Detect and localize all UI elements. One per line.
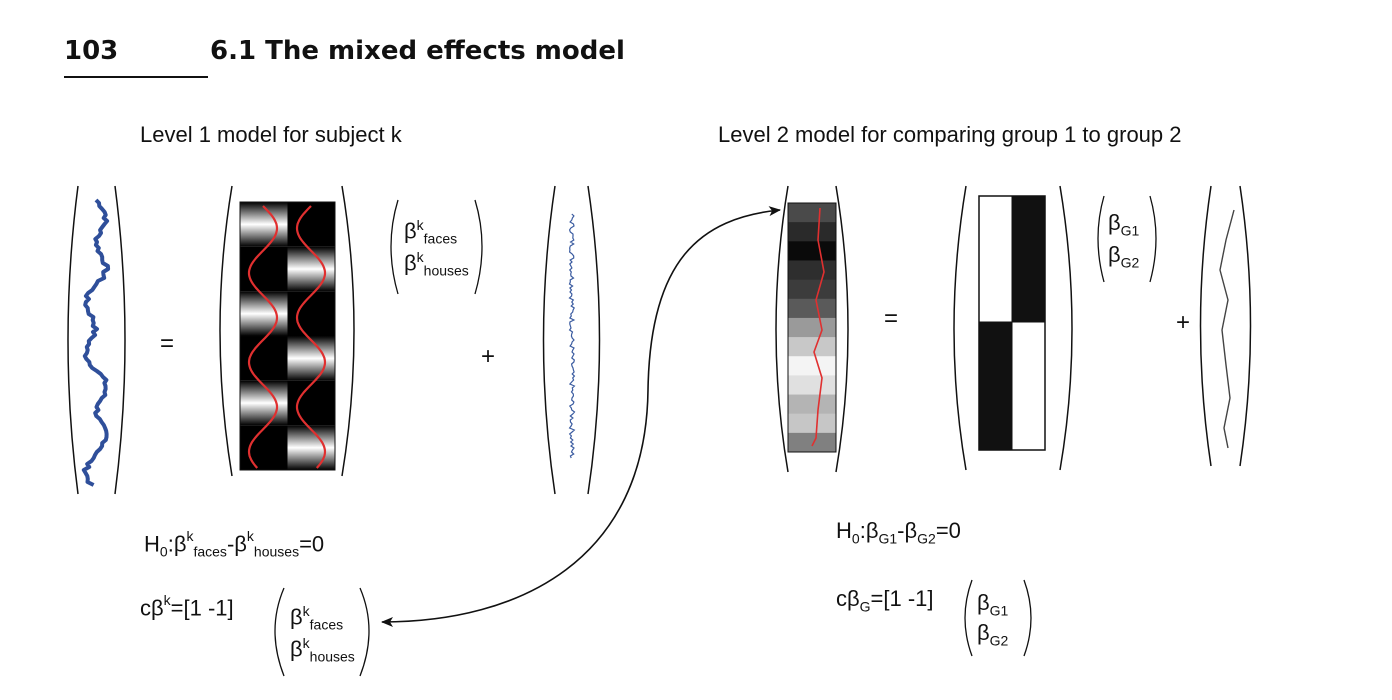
- level2-design-paren-right: [1059, 185, 1073, 471]
- level2-data-trace: [811, 207, 825, 447]
- data-column-block: [788, 203, 836, 223]
- level1-design-paren-left: [219, 185, 233, 477]
- data-column-block: [788, 432, 836, 453]
- data-column-block: [788, 222, 836, 242]
- data-column-block: [788, 279, 836, 300]
- level2-residual-paren-right: [1239, 185, 1252, 467]
- level1-design-matrix: [240, 202, 335, 471]
- level2-design-paren-left: [953, 185, 967, 471]
- level1-contrast-equation: cβk=[1 -1]: [140, 592, 234, 621]
- level2-contrast-equation: cβG=[1 -1]: [836, 586, 934, 615]
- level1-data-signal: [81, 198, 111, 487]
- level2-title: Level 2 model for comparing group 1 to g…: [718, 122, 1182, 147]
- level2-data-border: [787, 202, 837, 453]
- level2-beta-paren-right: [1149, 195, 1157, 283]
- data-column-block: [788, 375, 836, 396]
- level2-data-paren-left: [775, 185, 789, 473]
- data-column-block: [788, 298, 836, 319]
- level1-regressor-houses: [295, 205, 327, 469]
- level1-residual-noise: [568, 213, 576, 459]
- level1-contrast-paren-right: [359, 587, 370, 677]
- level1-residual-paren-right: [587, 185, 601, 495]
- level1-residual-paren-left: [542, 185, 556, 495]
- level2-beta-g2: βG2: [1108, 242, 1140, 271]
- design-block: [240, 291, 288, 337]
- data-column-block: [788, 241, 836, 261]
- design-block: [240, 336, 288, 381]
- level2-residual-paren-left: [1199, 185, 1212, 467]
- design-block: [240, 425, 288, 471]
- data-column-block: [788, 260, 836, 281]
- data-column-block: [788, 317, 836, 338]
- level2-design-g1-top: [978, 195, 1013, 323]
- level2-data-column: [788, 203, 836, 453]
- level1-title: Level 1 model for subject k: [140, 122, 402, 147]
- design-block: [240, 380, 288, 426]
- level2-contrast-beta-g2: βG2: [977, 620, 1009, 649]
- level2-contrast-beta-g1: βG1: [977, 590, 1009, 619]
- level1-beta-faces: βkfaces: [404, 217, 458, 247]
- level1-contrast-beta-faces: βkfaces: [290, 603, 344, 633]
- design-block: [287, 246, 335, 292]
- level1-beta-paren-right: [474, 199, 483, 295]
- level1-regressor-faces: [247, 205, 279, 469]
- level2-equals-sign: =: [884, 305, 899, 332]
- design-block: [287, 380, 335, 426]
- level2-contrast-paren-right: [1023, 579, 1032, 657]
- level2-beta-g1: βG1: [1108, 210, 1140, 239]
- level2-contrast-paren-left: [964, 579, 973, 657]
- level2-beta-paren-left: [1097, 195, 1105, 283]
- level1-beta-houses: βkhouses: [404, 249, 469, 279]
- design-block: [287, 336, 335, 381]
- design-block: [287, 291, 335, 337]
- level2-data-paren-right: [835, 185, 849, 473]
- data-column-block: [788, 337, 836, 357]
- level1-contrast-paren-left: [274, 587, 285, 677]
- data-column-block: [788, 413, 836, 434]
- level1-design-border: [239, 201, 336, 471]
- header-rule: [64, 76, 208, 78]
- level2-design-border: [978, 195, 1046, 451]
- level1-beta-paren-left: [390, 199, 399, 295]
- level1-null-hypothesis: H0:βkfaces-βkhouses=0: [144, 528, 325, 560]
- level1-design-paren-right: [341, 185, 355, 477]
- design-block: [287, 425, 335, 471]
- design-block: [240, 202, 288, 247]
- page-number: 103: [64, 36, 119, 66]
- level1-equals-sign: =: [160, 330, 175, 357]
- design-block: [240, 246, 288, 292]
- data-column-block: [788, 394, 836, 415]
- level2-plus-sign: +: [1176, 309, 1191, 336]
- level2-residual-trace: [1219, 209, 1235, 449]
- level2-design-g2-top: [1012, 196, 1045, 322]
- level2-null-hypothesis: H0:βG1-βG2=0: [836, 518, 961, 547]
- level1-data-paren-right: [114, 185, 126, 495]
- level1-data-paren-left: [67, 185, 79, 495]
- level1-plus-sign: +: [481, 343, 496, 370]
- section-title: 6.1 The mixed effects model: [210, 36, 625, 66]
- design-block: [287, 202, 335, 247]
- connecting-arrow: [381, 206, 781, 627]
- level2-design-g2-bottom: [1011, 321, 1046, 451]
- data-column-block: [788, 356, 836, 376]
- level2-design-g1-bottom: [979, 322, 1012, 450]
- level1-contrast-beta-houses: βkhouses: [290, 635, 355, 665]
